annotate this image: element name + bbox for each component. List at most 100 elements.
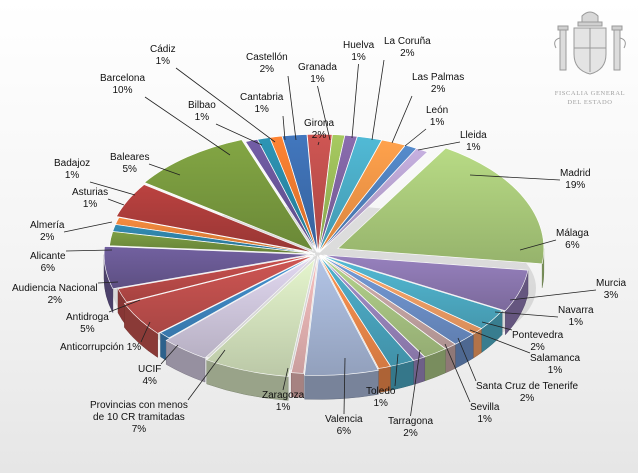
slice-label-name: Audiencia Nacional xyxy=(12,283,98,294)
slice-label: Málaga 6% xyxy=(556,228,589,252)
slice-label: UCIF 4% xyxy=(138,364,161,388)
leader-line xyxy=(343,357,346,415)
slice-label-name: Girona xyxy=(304,118,335,129)
slice-label-value: 1% xyxy=(82,199,98,210)
pie-slice-valencia xyxy=(304,256,379,376)
leader-line xyxy=(351,63,359,139)
slice-label: Asturias 1% xyxy=(72,187,108,211)
slice-label-name: Lleida xyxy=(460,130,487,141)
leader-line xyxy=(317,141,320,146)
slice-label-value: 7% xyxy=(131,424,147,435)
emblem-line-2: DEL ESTADO xyxy=(567,99,613,106)
slice-label-name: Cádiz xyxy=(150,44,176,55)
slice-label-value: 2% xyxy=(530,342,545,353)
leader-line xyxy=(494,311,559,318)
slice-label: Barcelona 10% xyxy=(100,73,145,97)
slice-label: Bilbao 1% xyxy=(188,100,216,124)
slice-label: Alicante 6% xyxy=(30,251,66,275)
slice-label: Madrid 19% xyxy=(560,168,591,192)
slice-label-name: Antidroga xyxy=(66,312,109,323)
slice-label-name: Huelva xyxy=(343,40,375,51)
slice-label: Castellón 2% xyxy=(246,52,288,76)
slice-label-value: 1% xyxy=(310,74,325,85)
slice-label: Navarra 1% xyxy=(558,305,594,329)
leader-line xyxy=(148,163,181,176)
leader-line xyxy=(108,299,141,313)
pie-slice-antidroga xyxy=(123,255,314,334)
slice-label: Baleares 5% xyxy=(110,152,149,176)
slice-label: Girona 2% xyxy=(304,118,334,142)
slice-label-value: 1% xyxy=(275,402,291,413)
slice-label-value: 10% xyxy=(112,85,133,96)
leader-line xyxy=(187,349,226,401)
slice-label-value: 2% xyxy=(259,64,275,75)
pie-slice-la-coru-a xyxy=(318,136,383,253)
slice-label-name: UCIF xyxy=(138,364,162,375)
slice-label-name: Santa Cruz de Tenerife xyxy=(476,381,579,392)
slice-label-value: 1% xyxy=(568,317,584,328)
slice-label-value: 6% xyxy=(565,240,580,251)
leader-line xyxy=(175,67,276,143)
leader-line xyxy=(417,141,461,151)
leader-line xyxy=(282,367,289,391)
leader-line xyxy=(63,221,113,233)
slice-label-value: 1% xyxy=(155,56,171,67)
slice-label: Toledo 1% xyxy=(366,386,395,410)
slice-label-name: de 10 CR tramitadas xyxy=(93,412,185,423)
pie-slice-madrid xyxy=(337,147,545,265)
slice-label: Pontevedra 2% xyxy=(512,330,563,354)
slice-label: Lleida 1% xyxy=(460,130,487,154)
slice-label: Tarragona 2% xyxy=(388,416,433,440)
slice-label-name: Bilbao xyxy=(188,100,216,111)
slice-label: Salamanca 1% xyxy=(530,353,580,377)
slice-label-name: Madrid xyxy=(560,168,591,179)
leader-line xyxy=(287,75,297,141)
slice-label-value: 1% xyxy=(477,414,492,425)
pie-slice-provincias-con-menos-de-10-cr-tramitadas xyxy=(206,258,316,377)
slice-label-name: Alicante xyxy=(30,251,66,262)
slice-label-value: 2% xyxy=(403,428,418,439)
slice-label-name: Málaga xyxy=(556,228,589,239)
pie-slice-toledo xyxy=(318,255,391,369)
pie-slice-lleida xyxy=(319,148,429,253)
slice-label-name: Provincias con menos xyxy=(90,400,188,411)
slice-label-name: Badajoz xyxy=(54,158,91,169)
leader-line xyxy=(469,174,561,181)
slice-label-name: Pontevedra xyxy=(512,330,564,341)
slice-label: Cantabria 1% xyxy=(240,92,283,116)
slice-label-name: Zaragoza xyxy=(262,390,305,401)
slice-label-value: 1% xyxy=(466,142,481,153)
leader-line xyxy=(144,96,231,156)
slice-label: Sevilla 1% xyxy=(470,402,499,426)
leader-line xyxy=(457,337,477,382)
slice-label-value: 2% xyxy=(311,130,327,141)
slice-label: Las Palmas 2% xyxy=(412,72,464,96)
slice-label-text: Anticorrupción 1% xyxy=(60,342,142,353)
leader-line xyxy=(65,249,113,252)
slice-label-name: Asturias xyxy=(72,187,109,198)
slice-label: Badajoz 1% xyxy=(54,158,90,182)
leader-line xyxy=(391,95,413,144)
slice-label-value: 2% xyxy=(400,48,415,59)
slice-label: Provincias con menos de 10 CR tramitadas 7… xyxy=(90,400,188,436)
pie-slice-zaragoza xyxy=(290,255,319,374)
leader-line xyxy=(140,321,151,343)
slice-label-value: 4% xyxy=(142,376,157,387)
slice-label-name: Valencia xyxy=(325,414,363,425)
slice-label-name: Castellón xyxy=(246,52,288,63)
leader-line xyxy=(89,181,136,196)
slice-label-value: 2% xyxy=(519,393,535,404)
leader-line xyxy=(481,321,513,331)
slice-label-value: 6% xyxy=(40,263,56,274)
slice-label-name: Tarragona xyxy=(388,416,434,427)
slice-label-value: 3% xyxy=(603,290,619,301)
leader-line xyxy=(215,123,263,146)
slice-label-name: León xyxy=(426,105,449,116)
slice-label-value: 5% xyxy=(122,164,137,175)
slice-label-name: Cantabria xyxy=(240,92,284,103)
slice-label-name: Sevilla xyxy=(470,402,500,413)
shield-emblem-icon xyxy=(554,11,626,75)
leader-line xyxy=(469,329,531,354)
